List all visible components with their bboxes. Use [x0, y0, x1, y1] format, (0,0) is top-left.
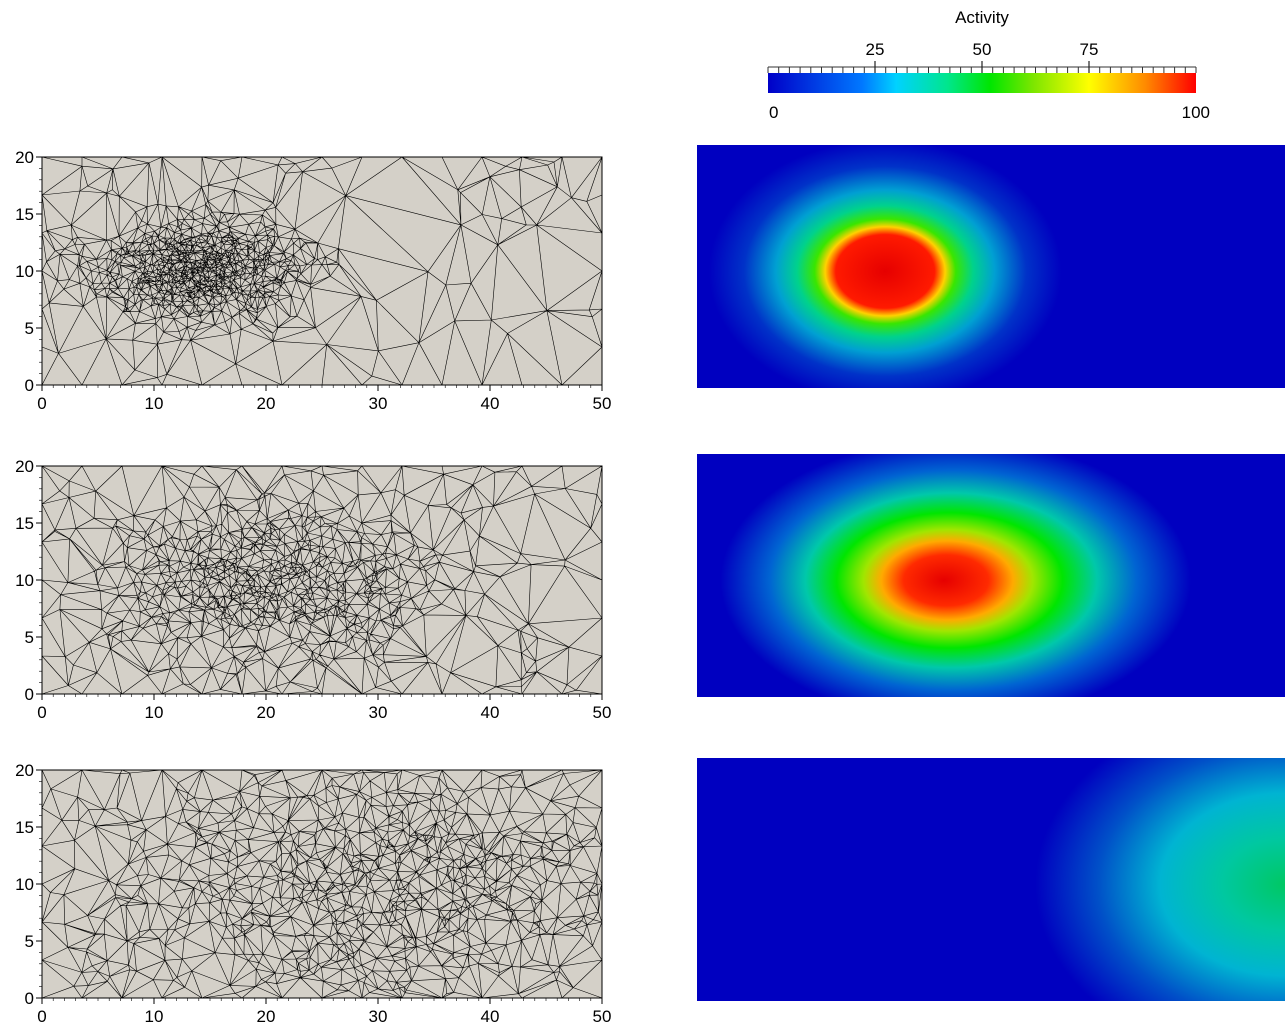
y-tick-label: 20 [15, 148, 34, 167]
x-tick-label: 50 [593, 394, 612, 413]
colorbar-tick-label: 75 [1080, 40, 1099, 59]
x-tick-label: 20 [257, 703, 276, 722]
mesh-panel-bottom: 0 10 20 30 40 50 0 5 10 15 20 [15, 761, 611, 1026]
colorbar-tick-label: 25 [866, 40, 885, 59]
y-tick-label: 20 [15, 457, 34, 476]
colorbar-minor-ticks [767, 66, 1197, 73]
y-tick-label: 10 [15, 262, 34, 281]
y-tick-label: 20 [15, 761, 34, 780]
y-tick-label: 5 [25, 932, 34, 951]
colorbar-gradient [768, 73, 1196, 93]
x-tick-label: 10 [145, 703, 164, 722]
y-tick-label: 15 [15, 818, 34, 837]
heatmap-middle [697, 454, 1285, 697]
x-tick-label: 0 [37, 703, 46, 722]
y-tick-label: 5 [25, 628, 34, 647]
x-tick-label: 10 [145, 1007, 164, 1026]
x-tick-label: 40 [481, 703, 500, 722]
x-tick-label: 0 [37, 394, 46, 413]
x-tick-label: 30 [369, 703, 388, 722]
mesh-background [41, 156, 603, 386]
heatmap-bottom [697, 758, 1285, 1001]
x-tick-label: 50 [593, 703, 612, 722]
colorbar-max-label: 100 [1182, 103, 1210, 122]
x-tick-label: 30 [369, 1007, 388, 1026]
y-tick-label: 15 [15, 514, 34, 533]
heatmap-top [697, 145, 1285, 388]
x-tick-label: 30 [369, 394, 388, 413]
x-tick-label: 50 [593, 1007, 612, 1026]
x-tick-label: 20 [257, 1007, 276, 1026]
colorbar-major-ticks: 25 50 75 [866, 40, 1099, 73]
mesh-panel-middle: 0 10 20 30 40 50 0 5 10 15 20 [15, 457, 611, 722]
y-tick-label: 5 [25, 319, 34, 338]
heatmap-panels [697, 145, 1285, 1001]
x-tick-label: 20 [257, 394, 276, 413]
x-tick-label: 40 [481, 394, 500, 413]
x-tick-label: 10 [145, 394, 164, 413]
y-tick-label: 0 [25, 989, 34, 1008]
x-tick-label: 40 [481, 1007, 500, 1026]
colorbar-title: Activity [955, 8, 1009, 27]
mesh-background [41, 465, 603, 695]
y-tick-label: 10 [15, 875, 34, 894]
colorbar-min-label: 0 [769, 103, 778, 122]
colorbar-tick-label: 50 [973, 40, 992, 59]
y-tick-label: 0 [25, 685, 34, 704]
x-tick-label: 0 [37, 1007, 46, 1026]
mesh-panel-top: 0 10 20 30 40 50 0 5 10 15 20 [15, 148, 611, 413]
y-tick-label: 15 [15, 205, 34, 224]
colorbar: Activity 25 50 75 0 100 [767, 8, 1210, 122]
y-tick-label: 0 [25, 376, 34, 395]
y-tick-label: 10 [15, 571, 34, 590]
